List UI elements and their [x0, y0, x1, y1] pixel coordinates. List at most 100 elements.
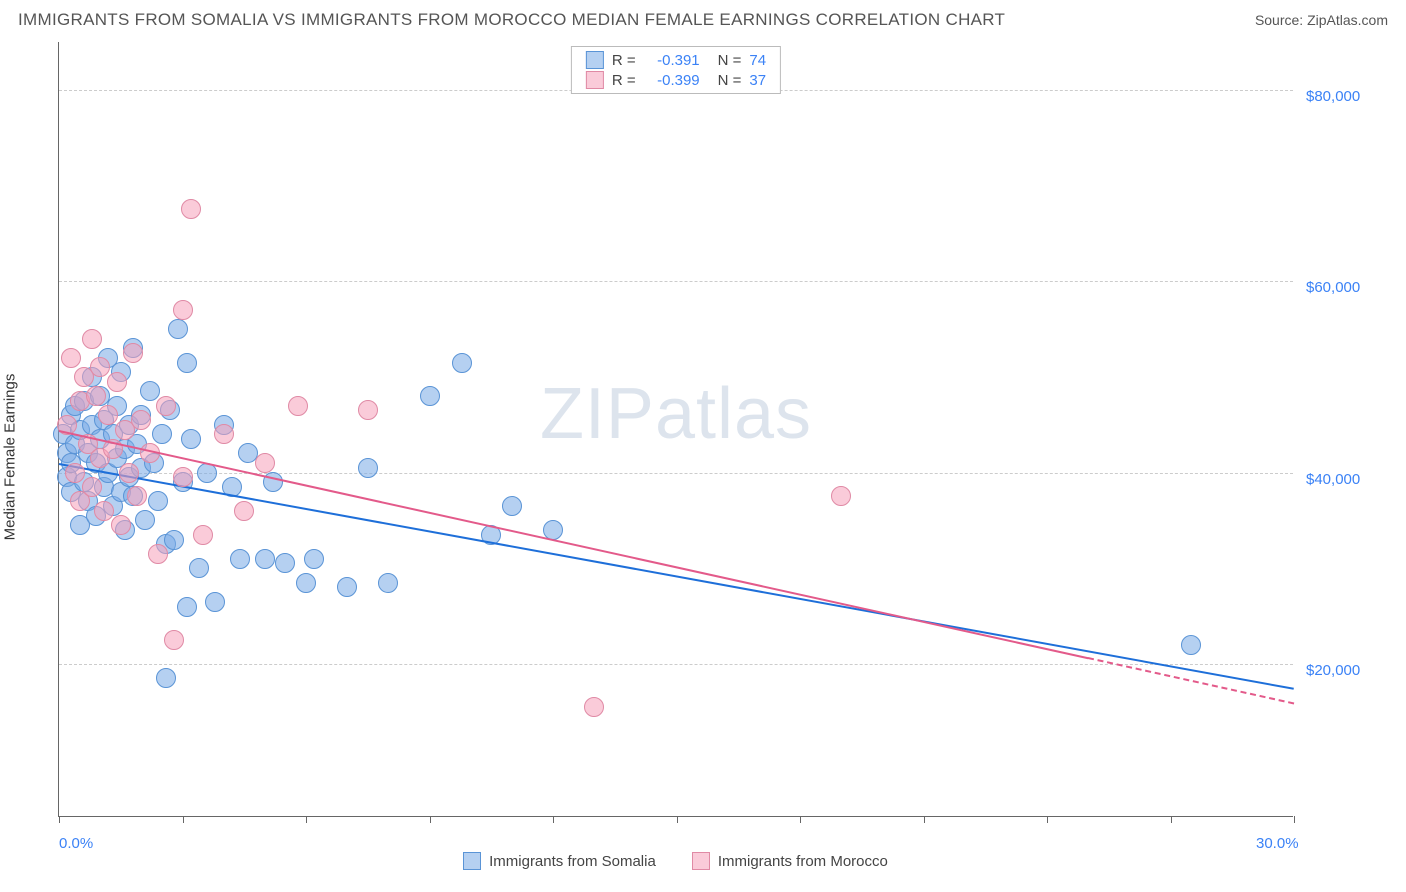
- scatter-point-morocco: [193, 525, 213, 545]
- legend-swatch-morocco: [586, 71, 604, 89]
- watermark-atlas: atlas: [655, 374, 812, 454]
- watermark: ZIPatlas: [540, 373, 812, 455]
- scatter-point-morocco: [156, 396, 176, 416]
- legend-bottom-item-morocco: Immigrants from Morocco: [692, 852, 888, 870]
- scatter-point-morocco: [831, 486, 851, 506]
- y-axis-label: Median Female Earnings: [2, 374, 19, 541]
- gridline: [59, 664, 1293, 665]
- legend-bottom-label-somalia: Immigrants from Somalia: [489, 853, 656, 870]
- scatter-point-somalia: [156, 668, 176, 688]
- scatter-point-somalia: [164, 530, 184, 550]
- legend-bottom: Immigrants from Somalia Immigrants from M…: [58, 852, 1293, 870]
- legend-top-row-somalia: R = -0.391 N = 74: [572, 50, 780, 70]
- scatter-point-morocco: [98, 405, 118, 425]
- scatter-point-somalia: [255, 549, 275, 569]
- x-tick: [677, 816, 678, 823]
- scatter-point-somalia: [502, 496, 522, 516]
- scatter-point-morocco: [148, 544, 168, 564]
- scatter-point-morocco: [358, 400, 378, 420]
- scatter-point-somalia: [304, 549, 324, 569]
- legend-r-value-somalia: -0.391: [644, 52, 700, 69]
- scatter-point-morocco: [123, 343, 143, 363]
- y-tick-label: $60,000: [1306, 279, 1360, 296]
- scatter-point-somalia: [1181, 635, 1201, 655]
- x-tick-start-label: 0.0%: [59, 835, 93, 852]
- x-tick: [1171, 816, 1172, 823]
- legend-n-value-morocco: 37: [749, 72, 766, 89]
- legend-bottom-item-somalia: Immigrants from Somalia: [463, 852, 656, 870]
- y-tick-label: $20,000: [1306, 662, 1360, 679]
- scatter-point-somalia: [275, 553, 295, 573]
- scatter-point-morocco: [94, 501, 114, 521]
- legend-top: R = -0.391 N = 74 R = -0.399 N = 37: [571, 46, 781, 94]
- scatter-point-morocco: [111, 515, 131, 535]
- scatter-point-morocco: [181, 199, 201, 219]
- scatter-point-morocco: [584, 697, 604, 717]
- scatter-point-morocco: [61, 348, 81, 368]
- scatter-point-somalia: [168, 319, 188, 339]
- scatter-point-somalia: [358, 458, 378, 478]
- scatter-point-morocco: [173, 467, 193, 487]
- legend-r-label: R =: [612, 72, 636, 89]
- legend-swatch-somalia: [586, 51, 604, 69]
- source-label: Source: ZipAtlas.com: [1255, 12, 1388, 28]
- scatter-point-somalia: [189, 558, 209, 578]
- scatter-point-somalia: [140, 381, 160, 401]
- scatter-point-somalia: [296, 573, 316, 593]
- legend-n-label: N =: [718, 72, 742, 89]
- scatter-point-somalia: [205, 592, 225, 612]
- scatter-point-morocco: [65, 463, 85, 483]
- scatter-point-morocco: [90, 357, 110, 377]
- scatter-point-somalia: [148, 491, 168, 511]
- scatter-point-somalia: [337, 577, 357, 597]
- x-tick: [1047, 816, 1048, 823]
- scatter-point-morocco: [82, 329, 102, 349]
- scatter-point-somalia: [177, 353, 197, 373]
- scatter-point-somalia: [135, 510, 155, 530]
- scatter-point-somalia: [177, 597, 197, 617]
- gridline: [59, 281, 1293, 282]
- scatter-point-morocco: [107, 372, 127, 392]
- x-tick: [183, 816, 184, 823]
- scatter-point-morocco: [127, 486, 147, 506]
- scatter-point-somalia: [452, 353, 472, 373]
- chart-area: Median Female Earnings ZIPatlas R =-0.39…: [18, 42, 1388, 872]
- scatter-point-somalia: [230, 549, 250, 569]
- scatter-point-somalia: [420, 386, 440, 406]
- trend-line-somalia: [59, 463, 1294, 690]
- legend-swatch-morocco: [692, 852, 710, 870]
- scatter-point-morocco: [173, 300, 193, 320]
- x-tick-end-label: 30.0%: [1256, 835, 1299, 852]
- x-tick: [430, 816, 431, 823]
- x-tick: [306, 816, 307, 823]
- scatter-point-somalia: [181, 429, 201, 449]
- scatter-point-morocco: [234, 501, 254, 521]
- scatter-point-morocco: [164, 630, 184, 650]
- chart-title: IMMIGRANTS FROM SOMALIA VS IMMIGRANTS FR…: [18, 10, 1005, 30]
- scatter-point-morocco: [288, 396, 308, 416]
- y-tick-label: $80,000: [1306, 88, 1360, 105]
- y-tick-label: $40,000: [1306, 471, 1360, 488]
- x-tick: [59, 816, 60, 823]
- chart-header: IMMIGRANTS FROM SOMALIA VS IMMIGRANTS FR…: [0, 0, 1406, 36]
- scatter-point-morocco: [86, 386, 106, 406]
- scatter-point-morocco: [131, 410, 151, 430]
- legend-bottom-label-morocco: Immigrants from Morocco: [718, 853, 888, 870]
- legend-swatch-somalia: [463, 852, 481, 870]
- scatter-point-morocco: [119, 463, 139, 483]
- legend-top-row-morocco: R = -0.399 N = 37: [572, 70, 780, 90]
- scatter-point-somalia: [378, 573, 398, 593]
- x-tick: [800, 816, 801, 823]
- legend-r-label: R =: [612, 52, 636, 69]
- scatter-point-somalia: [152, 424, 172, 444]
- x-tick: [1294, 816, 1295, 823]
- trend-line-morocco: [59, 430, 1089, 659]
- legend-r-value-morocco: -0.399: [644, 72, 700, 89]
- scatter-point-morocco: [214, 424, 234, 444]
- legend-n-label: N =: [718, 52, 742, 69]
- x-tick: [553, 816, 554, 823]
- watermark-zip: ZIP: [540, 374, 655, 454]
- x-tick: [924, 816, 925, 823]
- scatter-point-morocco: [255, 453, 275, 473]
- legend-n-value-somalia: 74: [749, 52, 766, 69]
